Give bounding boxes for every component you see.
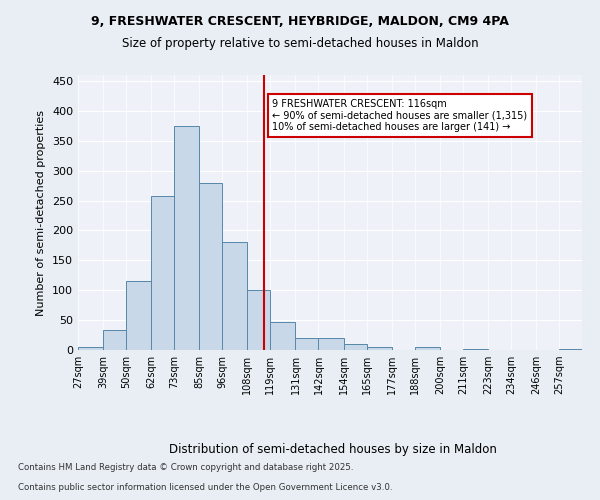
- Text: Contains public sector information licensed under the Open Government Licence v3: Contains public sector information licen…: [18, 484, 392, 492]
- Bar: [199, 182, 222, 350]
- Bar: [174, 126, 199, 350]
- Bar: [344, 344, 367, 350]
- Text: 9 FRESHWATER CRESCENT: 116sqm
← 90% of semi-detached houses are smaller (1,315)
: 9 FRESHWATER CRESCENT: 116sqm ← 90% of s…: [272, 99, 527, 132]
- Text: Contains HM Land Registry data © Crown copyright and database right 2025.: Contains HM Land Registry data © Crown c…: [18, 464, 353, 472]
- Text: Size of property relative to semi-detached houses in Maldon: Size of property relative to semi-detach…: [122, 38, 478, 51]
- Bar: [295, 338, 319, 350]
- Bar: [126, 281, 151, 350]
- Bar: [103, 330, 126, 350]
- Y-axis label: Number of semi-detached properties: Number of semi-detached properties: [37, 110, 46, 316]
- Bar: [319, 338, 344, 350]
- Bar: [415, 347, 440, 350]
- Text: Distribution of semi-detached houses by size in Maldon: Distribution of semi-detached houses by …: [169, 442, 497, 456]
- Bar: [367, 347, 392, 350]
- Bar: [78, 347, 103, 350]
- Bar: [247, 290, 271, 350]
- Bar: [151, 196, 174, 350]
- Text: 9, FRESHWATER CRESCENT, HEYBRIDGE, MALDON, CM9 4PA: 9, FRESHWATER CRESCENT, HEYBRIDGE, MALDO…: [91, 15, 509, 28]
- Bar: [271, 322, 295, 350]
- Bar: [222, 242, 247, 350]
